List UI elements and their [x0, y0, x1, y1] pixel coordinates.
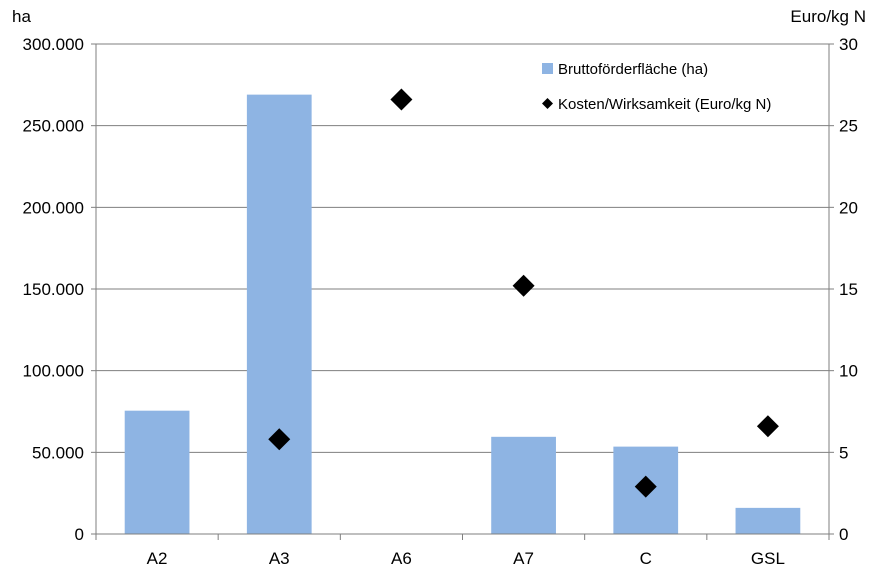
- y-tick-label: 250.000: [23, 117, 84, 136]
- x-tick-label: C: [640, 549, 652, 568]
- diamond-marker: [756, 415, 779, 438]
- diamond-marker: [390, 88, 413, 111]
- marker-series: [268, 88, 779, 498]
- y-tick-label: 300.000: [23, 35, 84, 54]
- y-tick-label: 0: [75, 525, 84, 544]
- bar: [735, 507, 801, 534]
- axes: [91, 43, 834, 540]
- legend-label-bars: Bruttoförderfläche (ha): [558, 61, 708, 78]
- y2-axis-title: Euro/kg N: [790, 7, 866, 26]
- gridlines: [96, 43, 829, 453]
- bar-series: [124, 94, 801, 534]
- y2-tick-label: 5: [839, 443, 848, 462]
- y2-tick-label: 20: [839, 198, 858, 217]
- x-tick-label: A6: [391, 549, 412, 568]
- diamond-marker: [268, 428, 291, 451]
- y2-tick-label: 25: [839, 117, 858, 136]
- legend: Bruttoförderfläche (ha) Kosten/Wirksamke…: [542, 61, 771, 113]
- y-tick-label: 100.000: [23, 362, 84, 381]
- y-axis-title: ha: [12, 7, 31, 26]
- x-tick-label: A2: [147, 549, 168, 568]
- legend-swatch-bars: [542, 63, 553, 74]
- x-tick-label: A3: [269, 549, 290, 568]
- legend-swatch-diamond: [542, 98, 553, 109]
- axis-labels: ha Euro/kg N 0 0 50.000 5 100.000 10 150.000 15…: [12, 7, 866, 568]
- y-tick-label: 200.000: [23, 198, 84, 217]
- y-tick-label: 50.000: [32, 443, 84, 462]
- diamond-marker: [634, 475, 657, 498]
- x-tick-label: A7: [513, 549, 534, 568]
- diamond-marker: [512, 274, 535, 297]
- y-tick-label: 150.000: [23, 280, 84, 299]
- y2-tick-label: 10: [839, 362, 858, 381]
- bar: [246, 94, 312, 534]
- y2-tick-label: 0: [839, 525, 848, 544]
- legend-label-diamonds: Kosten/Wirksamkeit (Euro/kg N): [558, 96, 771, 113]
- bar: [124, 410, 190, 534]
- y2-tick-label: 30: [839, 35, 858, 54]
- bar: [491, 436, 556, 534]
- y2-tick-label: 15: [839, 280, 858, 299]
- x-tick-label: GSL: [751, 549, 785, 568]
